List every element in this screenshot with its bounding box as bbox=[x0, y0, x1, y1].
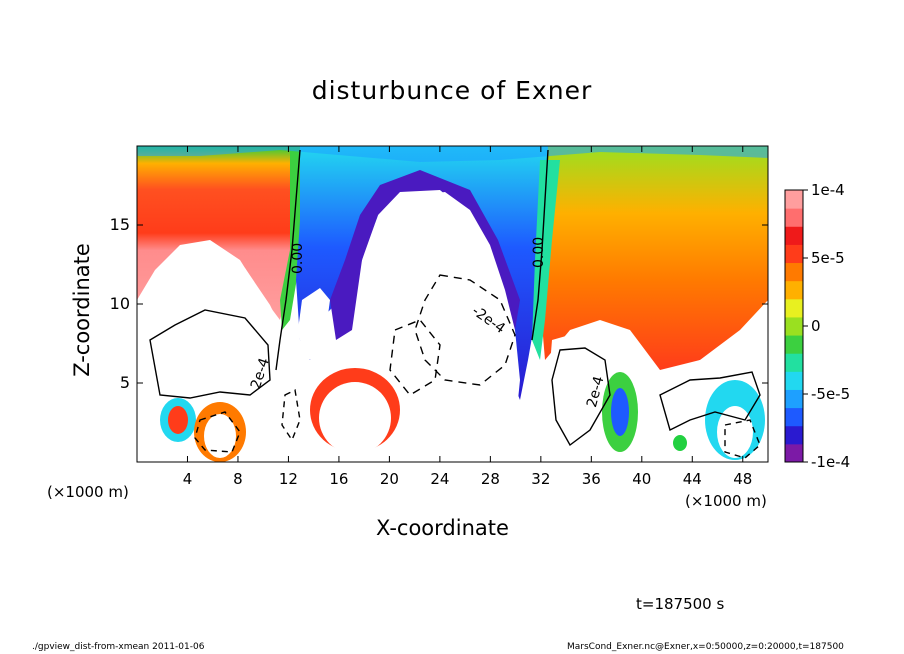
contour-dashed-center-2 bbox=[389, 319, 441, 396]
colorbar-swatch bbox=[785, 208, 803, 227]
colorbar-swatch bbox=[785, 316, 803, 336]
x-tick-marks bbox=[186, 146, 744, 462]
contour-solid-left bbox=[149, 309, 271, 399]
x-tick-label: 32 bbox=[531, 470, 551, 488]
field-center-blue bbox=[296, 146, 560, 400]
x-tick-label: 24 bbox=[430, 470, 450, 488]
field-right-warm bbox=[540, 146, 768, 370]
y-tick-label: 15 bbox=[109, 215, 130, 234]
x-axis-label: X-coordinate bbox=[376, 516, 509, 540]
footer-left: ./gpview_dist-from-xmean 2011-01-06 bbox=[32, 642, 205, 652]
colorbar-swatch bbox=[785, 298, 803, 318]
colorbar-swatch bbox=[785, 353, 803, 372]
chart-title: disturbunce of Exner bbox=[311, 76, 593, 105]
y-axis-label: Z-coordinate bbox=[70, 243, 94, 377]
colorbar-swatch bbox=[785, 407, 803, 427]
field-cell-4b bbox=[611, 388, 629, 436]
y-tick-label: 10 bbox=[109, 294, 130, 313]
field-white-lower-left bbox=[270, 368, 310, 452]
footer-right: MarsCond_Exner.nc@Exner,x=0:50000,z=0:20… bbox=[567, 642, 844, 652]
field-white-right bbox=[548, 332, 620, 450]
x-unit-label-right: (×1000 m) bbox=[685, 492, 767, 510]
x-tick-label: 28 bbox=[480, 470, 500, 488]
field-cell-6 bbox=[673, 435, 687, 451]
contour-lines bbox=[149, 149, 761, 459]
colorbar-swatch bbox=[785, 280, 803, 300]
field-right-cyan-strip bbox=[532, 160, 560, 360]
field-white-far-right bbox=[650, 330, 768, 420]
field-white-left bbox=[137, 245, 282, 430]
colorbar-swatch bbox=[785, 262, 803, 282]
colorbar bbox=[785, 190, 803, 463]
field-white-center bbox=[358, 192, 520, 462]
contour-zero-right bbox=[531, 149, 549, 341]
colorbar-swatch bbox=[785, 226, 803, 245]
colorbar-swatch bbox=[785, 425, 803, 445]
x-tick-label: 4 bbox=[182, 470, 193, 488]
x-unit-label: (×1000 m) bbox=[47, 483, 129, 501]
colorbar-swatch bbox=[785, 190, 803, 209]
colorbar-swatch bbox=[785, 443, 803, 463]
colorbar-swatch bbox=[785, 335, 803, 354]
contour-zero-left bbox=[275, 149, 301, 371]
colorbar-tick-label: -5e-5 bbox=[811, 385, 851, 403]
field-cell-1b bbox=[168, 406, 188, 434]
colorbar-swatch bbox=[785, 371, 803, 390]
time-label: t=187500 s bbox=[636, 595, 725, 613]
x-tick-label: 8 bbox=[233, 470, 243, 488]
x-tick-label: 36 bbox=[581, 470, 601, 488]
y-tick-marks bbox=[137, 224, 768, 384]
field-white-pillar bbox=[298, 288, 330, 360]
field-left-red bbox=[137, 146, 300, 320]
field-cell-3b bbox=[319, 382, 391, 454]
contour-dashed-bottom-left bbox=[194, 411, 241, 453]
contour-label-zero-right: 0.00 bbox=[531, 236, 547, 268]
colorbar-swatch bbox=[785, 244, 803, 264]
x-tick-label: 20 bbox=[379, 470, 399, 488]
field-cell-2b bbox=[204, 414, 236, 458]
colorbar-tick-label: 5e-5 bbox=[811, 249, 845, 267]
contour-label-zero-left: 0.00 bbox=[290, 242, 306, 274]
contour-solid-right bbox=[659, 371, 761, 432]
colorbar-tick-marks bbox=[803, 189, 808, 463]
colorbar-tick-label: 1e-4 bbox=[811, 181, 845, 199]
field-top-fringe bbox=[137, 146, 768, 162]
x-tick-label: 16 bbox=[329, 470, 349, 488]
heatmap-field bbox=[137, 146, 768, 462]
colorbar-tick-label: -1e-4 bbox=[811, 453, 851, 471]
colorbar-tick-label: 0 bbox=[811, 317, 821, 335]
x-tick-label: 40 bbox=[632, 470, 652, 488]
x-tick-label: 44 bbox=[682, 470, 702, 488]
contour-dashed-center bbox=[414, 274, 516, 386]
colorbar-swatch bbox=[785, 389, 803, 409]
field-cell-5b bbox=[717, 406, 753, 458]
field-center-purple bbox=[330, 170, 520, 340]
contour-solid-mid bbox=[551, 347, 611, 447]
y-tick-label: 5 bbox=[119, 373, 130, 392]
x-tick-label: 12 bbox=[278, 470, 298, 488]
x-tick-label: 48 bbox=[733, 470, 753, 488]
